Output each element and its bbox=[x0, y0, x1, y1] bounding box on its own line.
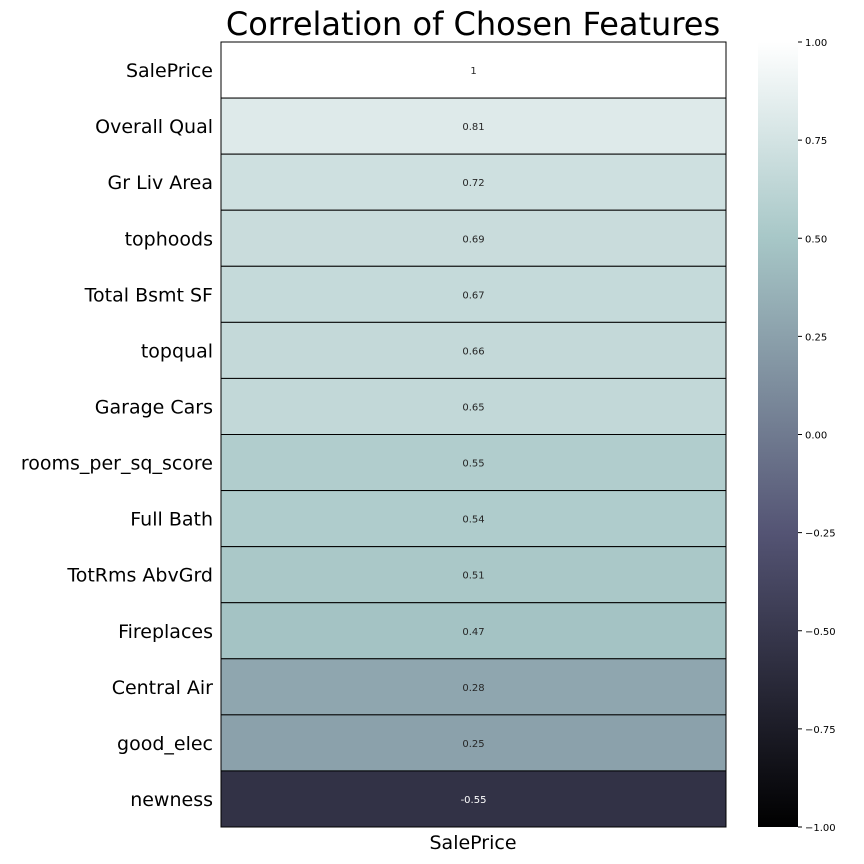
cell-value-label: -0.55 bbox=[461, 795, 487, 806]
x-tick-label-saleprice: SalePrice bbox=[429, 832, 516, 854]
row-label: rooms_per_sq_score bbox=[21, 453, 213, 475]
colorbar-tick-label: 0.00 bbox=[805, 431, 827, 442]
row-label: topqual bbox=[141, 340, 213, 362]
cell-value-label: 0.66 bbox=[462, 346, 484, 357]
heatmap-cell bbox=[220, 97, 727, 155]
row-label: good_elec bbox=[117, 733, 213, 755]
heatmap-cell bbox=[220, 658, 727, 716]
row-label: Garage Cars bbox=[95, 396, 213, 418]
colorbar-tick-label: −0.75 bbox=[805, 725, 836, 736]
row-label: Overall Qual bbox=[95, 116, 213, 138]
row-label: Central Air bbox=[112, 677, 213, 699]
cell-value-label: 0.28 bbox=[462, 683, 484, 694]
colorbar-tick-label: −0.25 bbox=[805, 529, 836, 540]
row-label: Full Bath bbox=[130, 509, 213, 531]
cell-value-label: 0.25 bbox=[462, 739, 484, 750]
colorbar-ticks: 1.00 0.75 0.50 0.25 0.00 −0.25 −0.50 −0.75 −1.00 bbox=[798, 38, 836, 834]
heatmap-cell bbox=[220, 546, 727, 604]
heatmap-cell bbox=[220, 209, 727, 267]
cell-value-label: 0.67 bbox=[462, 290, 484, 301]
cell-value-label: 0.55 bbox=[462, 459, 484, 470]
cell-value-label: 0.69 bbox=[462, 234, 484, 245]
row-label: Fireplaces bbox=[118, 621, 213, 643]
cell-value-label: 0.72 bbox=[462, 178, 484, 189]
colorbar-tick-label: −1.00 bbox=[805, 823, 836, 834]
cell-value-label: 1 bbox=[470, 66, 476, 77]
row-label: TotRms AbvGrd bbox=[66, 565, 213, 587]
heatmap-cell bbox=[220, 434, 727, 492]
cell-value-label: 0.65 bbox=[462, 402, 484, 413]
row-label: Gr Liv Area bbox=[108, 172, 213, 194]
heatmap-cell bbox=[220, 714, 727, 772]
colorbar-tick-label: 1.00 bbox=[805, 38, 827, 49]
row-label: SalePrice bbox=[126, 60, 213, 82]
row-label: newness bbox=[130, 789, 213, 811]
cell-value-label: 0.81 bbox=[462, 122, 484, 133]
row-labels: SalePrice Overall Qual Gr Liv Area tophoods… bbox=[21, 60, 213, 811]
heatmap-cell bbox=[220, 265, 727, 323]
heatmap-cells: 1 0.81 0.72 0.69 0.67 0.66 0.65 0.55 0.54 0.51 0.4… bbox=[220, 41, 727, 828]
heatmap-cell bbox=[220, 321, 727, 379]
cell-value-label: 0.47 bbox=[462, 627, 484, 638]
heatmap-cell bbox=[220, 41, 727, 99]
chart-title: Correlation of Chosen Features bbox=[226, 5, 720, 43]
heatmap-cell bbox=[220, 602, 727, 660]
colorbar-tick-label: 0.75 bbox=[805, 136, 827, 147]
cell-value-label: 0.54 bbox=[462, 515, 484, 526]
cell-value-label: 0.51 bbox=[462, 571, 484, 582]
row-label: Total Bsmt SF bbox=[84, 284, 213, 306]
colorbar-tick-label: 0.25 bbox=[805, 332, 827, 343]
heatmap-cell bbox=[220, 770, 727, 828]
colorbar bbox=[758, 42, 798, 827]
colorbar-tick-label: 0.50 bbox=[805, 234, 827, 245]
heatmap-cell bbox=[220, 153, 727, 211]
colorbar-tick-label: −0.50 bbox=[805, 627, 836, 638]
row-label: tophoods bbox=[125, 228, 213, 250]
